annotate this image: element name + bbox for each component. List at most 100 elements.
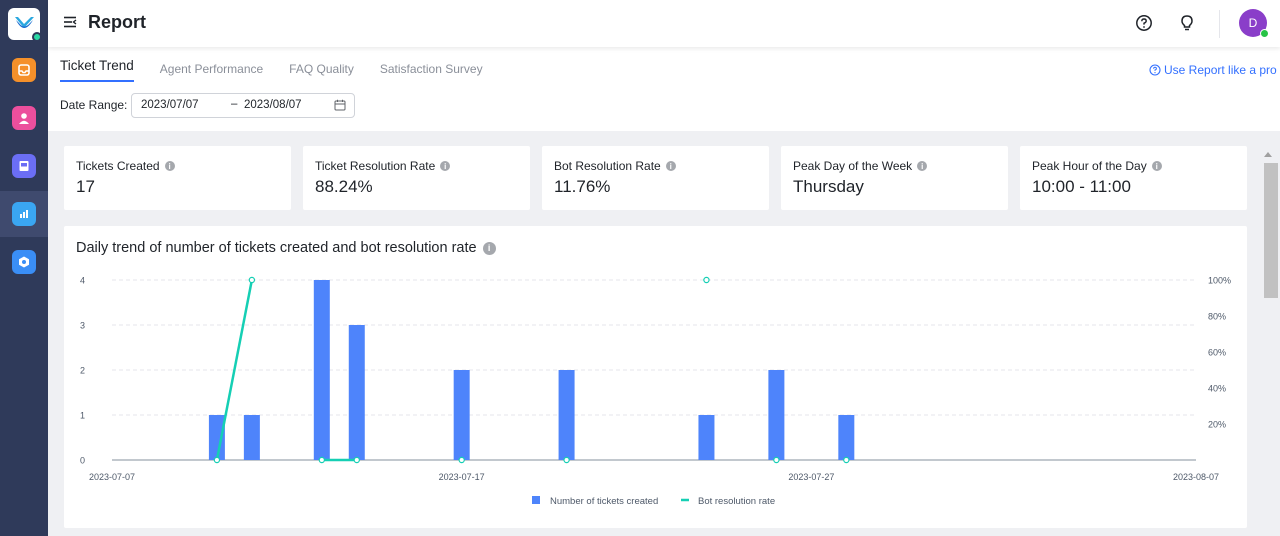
stat-label: Peak Hour of the Day [1032, 159, 1147, 173]
bar [313, 280, 330, 460]
bar [243, 415, 260, 460]
help-icon[interactable] [1135, 14, 1153, 32]
y2-tick-label: 20% [1208, 420, 1226, 430]
info-icon[interactable]: i [665, 161, 676, 171]
stat-value: 11.76% [554, 177, 611, 196]
side-nav [0, 0, 48, 536]
status-dot [32, 32, 42, 42]
nav-item-report[interactable] [0, 191, 48, 237]
legend-label: Number of tickets created [550, 496, 658, 507]
y2-tick-label: 40% [1208, 384, 1226, 394]
scroll-up-arrow-icon[interactable] [1264, 152, 1272, 157]
date-separator: – [231, 98, 238, 110]
y-tick-label: 0 [80, 456, 85, 466]
line-series [213, 276, 850, 464]
left-axis: 0 1 2 3 4 [80, 276, 85, 466]
stat-label: Peak Day of the Week [793, 159, 913, 173]
stat-card-peak-day: Peak Day of the Week i Thursday [781, 146, 1008, 210]
use-report-like-pro-link[interactable]: Use Report like a pro [1149, 63, 1277, 77]
stat-label: Bot Resolution Rate [554, 159, 661, 173]
stat-card-ticket-resolution-rate: Ticket Resolution Rate i 88.24% [303, 146, 530, 210]
vertical-scrollbar[interactable] [1260, 149, 1278, 534]
nav-item-contacts[interactable] [0, 95, 48, 141]
page-title: Report [88, 12, 146, 32]
line-point [213, 456, 221, 464]
lightbulb-icon[interactable] [1178, 14, 1196, 32]
report-content: Tickets Created i 17 Ticket Resolution Ra… [48, 131, 1280, 536]
avatar-initial: D [1248, 16, 1258, 30]
help-circle-icon [1149, 64, 1161, 76]
nav-item-knowledge-base[interactable] [0, 143, 48, 189]
start-date-input[interactable]: 2023/07/07 [141, 99, 199, 111]
bird-logo-icon [15, 17, 34, 28]
stat-card-peak-hour: Peak Hour of the Day i 10:00 - 11:00 [1020, 146, 1247, 210]
top-header: Report D [48, 0, 1280, 47]
daily-trend-chart: 0 1 2 3 4 20% 40% 60% 80% 100% 2023-07-07 2023-07… [80, 276, 1231, 508]
y2-tick-label: 60% [1208, 348, 1226, 358]
nav-item-settings[interactable] [0, 239, 48, 285]
date-range-picker[interactable]: 2023/07/07 – 2023/08/07 [131, 93, 355, 118]
stat-value: 88.24% [315, 177, 373, 196]
tab-agent-performance[interactable]: Agent Performance [159, 62, 264, 76]
bar [348, 325, 365, 460]
info-icon[interactable]: i [440, 161, 451, 171]
line-point [703, 276, 710, 284]
bar [558, 370, 575, 460]
stat-card-bot-resolution-rate: Bot Resolution Rate i 11.76% [542, 146, 769, 210]
y2-tick-label: 100% [1208, 276, 1231, 286]
y-tick-label: 2 [80, 366, 85, 376]
daily-trend-chart-card: Daily trend of number of tickets created… [64, 226, 1247, 528]
line-segment [215, 279, 254, 461]
right-axis: 20% 40% 60% 80% 100% [1208, 276, 1231, 430]
header-divider [1219, 10, 1220, 38]
scrollbar-thumb[interactable] [1264, 163, 1278, 298]
end-date-input[interactable]: 2023/08/07 [244, 99, 302, 111]
date-range-label: Date Range: [60, 98, 128, 112]
tab-faq-quality[interactable]: FAQ Quality [289, 62, 354, 76]
calendar-icon[interactable] [334, 99, 346, 111]
line-point [353, 456, 360, 464]
line-point [773, 456, 780, 464]
line-point [843, 456, 850, 464]
y-tick-label: 1 [80, 411, 85, 421]
knowledge-base-icon [12, 154, 36, 178]
bar [698, 415, 715, 460]
bar [453, 370, 470, 460]
x-tick-label: 2023-08-07 [1173, 472, 1219, 482]
stat-value: Thursday [793, 177, 864, 196]
line-point [458, 456, 465, 464]
app-logo[interactable] [8, 8, 42, 42]
info-icon[interactable]: i [917, 161, 928, 171]
y-tick-label: 3 [80, 321, 85, 331]
line-point [318, 456, 326, 464]
legend-swatch-bar [532, 496, 540, 504]
collapse-menu-icon[interactable] [63, 15, 77, 29]
y2-tick-label: 80% [1208, 312, 1226, 322]
info-icon[interactable]: i [482, 241, 496, 255]
nav-item-inbox[interactable] [0, 47, 48, 93]
pro-link-label: Use Report like a pro [1164, 63, 1277, 77]
bar [838, 415, 855, 460]
report-tabs: Ticket Trend Agent Performance FAQ Quali… [60, 58, 509, 82]
info-icon[interactable]: i [164, 161, 175, 171]
contacts-icon [12, 106, 36, 130]
x-axis: 2023-07-07 2023-07-17 2023-07-27 2023-08-07 [89, 459, 1219, 482]
settings-icon [12, 250, 36, 274]
stat-label: Tickets Created [76, 159, 160, 173]
legend-label: Bot resolution rate [698, 496, 775, 507]
stat-value: 17 [76, 177, 95, 196]
x-tick-label: 2023-07-27 [788, 472, 834, 482]
stat-card-tickets-created: Tickets Created i 17 [64, 146, 291, 210]
inbox-icon [12, 58, 36, 82]
user-avatar[interactable]: D [1239, 9, 1269, 38]
tab-ticket-trend[interactable]: Ticket Trend [60, 58, 134, 82]
y-tick-label: 4 [80, 276, 85, 286]
x-tick-label: 2023-07-07 [89, 472, 135, 482]
tab-satisfaction-survey[interactable]: Satisfaction Survey [379, 62, 483, 76]
bar [208, 415, 225, 460]
chart-title: Daily trend of number of tickets created… [76, 240, 477, 256]
stat-value: 10:00 - 11:00 [1032, 177, 1131, 196]
chart-grid [112, 279, 1196, 416]
bar [768, 370, 785, 460]
info-icon[interactable]: i [1151, 161, 1162, 171]
